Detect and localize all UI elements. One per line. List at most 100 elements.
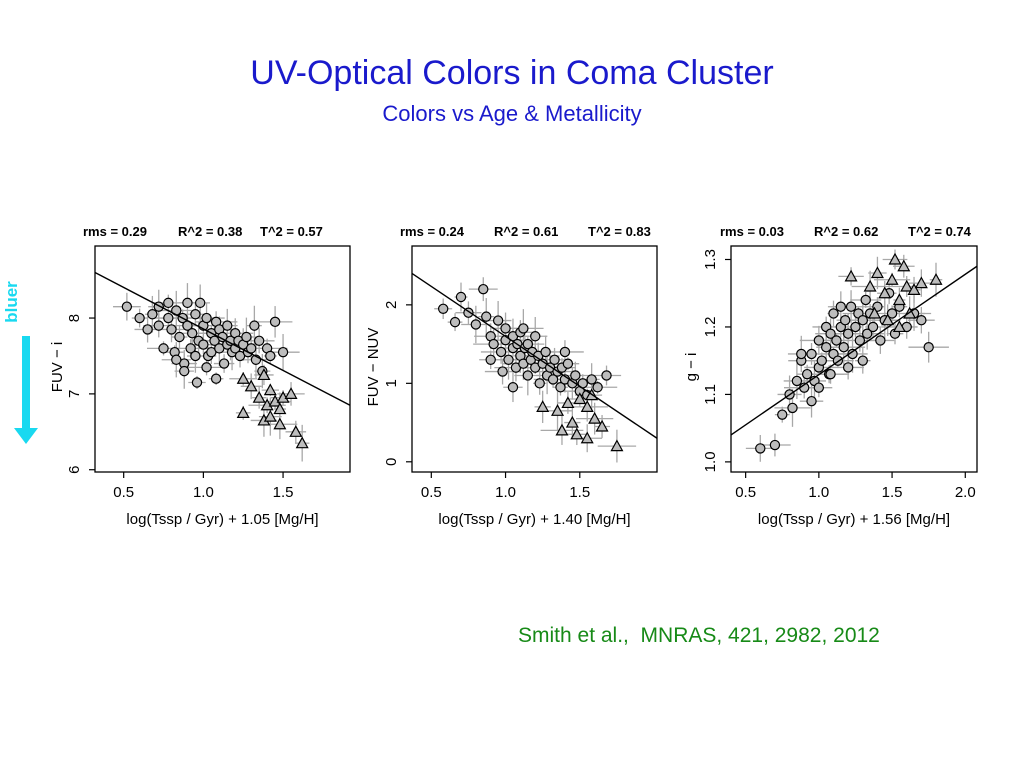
slide-subtitle: Colors vs Age & Metallicity bbox=[382, 101, 642, 126]
y-tick-label: 1.1 bbox=[702, 384, 719, 405]
data-point-circle bbox=[806, 348, 817, 360]
data-point-circle bbox=[174, 331, 185, 343]
data-point-circle bbox=[555, 382, 566, 393]
data-point-circle bbox=[277, 346, 289, 358]
data-point-circle bbox=[755, 443, 766, 454]
data-point-circle bbox=[586, 374, 597, 385]
x-axis-label: log(Tssp / Gyr) + 1.56 [Mg/H] bbox=[758, 511, 950, 528]
x-tick-label: 1.5 bbox=[882, 484, 903, 501]
stats-rms: rms = 0.24 bbox=[400, 224, 465, 239]
x-tick-label: 1.0 bbox=[193, 484, 214, 501]
stats-t2: T^2 = 0.57 bbox=[260, 224, 323, 239]
data-point-triangle bbox=[881, 313, 895, 326]
data-point-circle bbox=[540, 346, 551, 358]
data-point-circle bbox=[142, 324, 153, 335]
data-point-circle bbox=[497, 366, 508, 377]
down-arrow-icon bbox=[14, 336, 38, 444]
y-tick-label: 1.2 bbox=[702, 317, 719, 338]
data-point-circle bbox=[820, 341, 832, 353]
data-point-circle bbox=[923, 341, 934, 353]
y-tick-label: 0 bbox=[383, 458, 400, 466]
data-point-circle bbox=[222, 320, 233, 331]
plot-frame bbox=[730, 245, 978, 473]
data-point-circle bbox=[158, 343, 169, 354]
data-point-circle bbox=[875, 335, 886, 346]
data-point-circle bbox=[801, 368, 813, 380]
data-point-circle bbox=[210, 373, 222, 384]
chart-panel-1: rms = 0.29 R^2 = 0.38 T^2 = 0.57 0.5 1.0 1.5 6… bbox=[49, 224, 351, 528]
data-point-circle bbox=[522, 370, 534, 381]
y-axis-label: g − i bbox=[683, 353, 700, 382]
data-point-circle bbox=[500, 323, 511, 334]
data-point-circle bbox=[488, 338, 499, 350]
data-point-circle bbox=[813, 382, 825, 393]
data-point-circle bbox=[845, 301, 857, 312]
data-point-circle bbox=[867, 321, 879, 333]
data-point-circle bbox=[147, 309, 158, 320]
data-point-circle bbox=[190, 309, 201, 320]
data-point-triangle bbox=[257, 368, 271, 381]
data-point-triangle bbox=[555, 423, 569, 436]
x-tick-label: 1.5 bbox=[273, 484, 294, 501]
data-point-triangle bbox=[536, 400, 550, 412]
data-point-circle bbox=[449, 316, 461, 328]
data-point-circle bbox=[522, 338, 534, 350]
data-point-circle bbox=[850, 321, 861, 333]
data-point-triangle bbox=[929, 272, 943, 285]
fit-line bbox=[411, 272, 658, 439]
data-point-circle bbox=[549, 354, 560, 365]
data-point-circle bbox=[163, 312, 174, 324]
data-point-circle bbox=[134, 312, 145, 324]
x-axis-label: log(Tssp / Gyr) + 1.05 [Mg/H] bbox=[126, 511, 318, 528]
y-tick-label: 7 bbox=[66, 390, 83, 398]
data-point-triangle bbox=[580, 431, 594, 444]
data-point-circle bbox=[831, 335, 842, 346]
data-point-circle bbox=[857, 355, 868, 366]
chart-panel-2: rms = 0.24 R^2 = 0.61 T^2 = 0.83 0.5 1.0 1.5 0… bbox=[365, 224, 658, 528]
data-point-circle bbox=[198, 339, 209, 350]
data-point-triangle bbox=[289, 425, 303, 437]
data-point-circle bbox=[201, 362, 212, 373]
data-point-circle bbox=[842, 362, 854, 373]
data-point-triangle bbox=[897, 259, 911, 272]
data-point-circle bbox=[838, 341, 849, 353]
data-point-circle bbox=[171, 354, 182, 365]
data-point-circle bbox=[249, 320, 260, 331]
data-point-triangle bbox=[580, 400, 594, 412]
x-tick-label: 0.5 bbox=[113, 484, 134, 501]
data-point-circle bbox=[194, 297, 206, 309]
data-point-triangle bbox=[244, 379, 258, 392]
y-axis-label: FUV − NUV bbox=[365, 328, 382, 407]
data-point-triangle bbox=[907, 283, 921, 295]
data-point-circle bbox=[265, 350, 276, 362]
data-point-circle bbox=[777, 409, 788, 420]
data-point-circle bbox=[791, 375, 803, 387]
data-point-circle bbox=[191, 377, 203, 388]
data-point-circle bbox=[437, 303, 449, 314]
data-point-triangle bbox=[284, 387, 298, 399]
data-point-circle bbox=[562, 358, 574, 369]
x-tick-label: 2.0 bbox=[955, 484, 976, 501]
data-point-circle bbox=[825, 328, 836, 339]
data-point-circle bbox=[507, 382, 519, 393]
data-point-circle bbox=[534, 378, 545, 389]
y-tick-label: 6 bbox=[66, 466, 83, 474]
y-tick-label: 2 bbox=[383, 301, 400, 309]
y-axis-label: FUV − i bbox=[49, 342, 66, 392]
data-point-circle bbox=[241, 331, 252, 343]
data-point-circle bbox=[166, 324, 177, 335]
data-point-circle bbox=[840, 315, 851, 326]
data-point-circle bbox=[201, 312, 212, 324]
data-point-triangle bbox=[900, 279, 914, 292]
stats-r2: R^2 = 0.61 bbox=[494, 224, 558, 239]
data-point-triangle bbox=[573, 392, 587, 405]
data-point-triangle bbox=[867, 306, 882, 319]
data-point-circle bbox=[835, 301, 847, 312]
data-point-triangle bbox=[295, 436, 309, 449]
data-point-circle bbox=[601, 370, 612, 381]
data-point-triangle bbox=[236, 406, 250, 418]
data-point-circle bbox=[121, 301, 133, 312]
data-point-circle bbox=[570, 370, 581, 381]
data-point-triangle bbox=[561, 396, 575, 409]
x-axis-label: log(Tssp / Gyr) + 1.40 [Mg/H] bbox=[438, 511, 630, 528]
